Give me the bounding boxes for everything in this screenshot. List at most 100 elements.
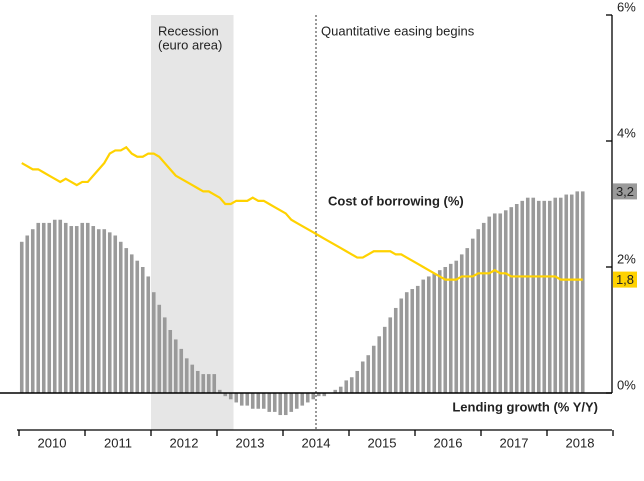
bar [465, 248, 470, 393]
bar [426, 276, 431, 393]
bar [74, 226, 79, 393]
x-tick-label: 2012 [170, 435, 199, 450]
bar [228, 393, 233, 400]
bar [580, 191, 585, 393]
line [21, 145, 583, 281]
bar [239, 393, 244, 406]
bar [300, 393, 305, 406]
y-tick-label: 0% [617, 377, 636, 392]
bar [151, 292, 156, 393]
value-label: 1,8 [616, 272, 634, 287]
x-tick-label: 2018 [566, 435, 595, 450]
bar [558, 197, 563, 393]
recession-label: (euro area) [158, 37, 222, 52]
series-label: Lending growth (% Y/Y) [452, 399, 598, 414]
bar [52, 219, 57, 393]
x-tick-label: 2014 [302, 435, 331, 450]
bar [283, 393, 288, 416]
value-label-box [613, 271, 637, 288]
bar [333, 389, 338, 393]
bar [294, 393, 299, 409]
qe-label: Quantitative easing begins [321, 23, 475, 38]
bar [206, 374, 211, 393]
bar [69, 226, 74, 393]
bar [371, 345, 376, 393]
bar [19, 241, 24, 393]
series-label: Cost of borrowing (%) [328, 193, 464, 208]
bar [569, 194, 574, 393]
recession-label: Recession [158, 23, 219, 38]
bar [316, 393, 321, 397]
bar [135, 260, 140, 393]
bar [190, 364, 195, 393]
bar [344, 380, 349, 393]
bar [36, 222, 41, 393]
bar [437, 270, 442, 393]
bar [305, 393, 310, 403]
bar [399, 298, 404, 393]
bar [212, 374, 217, 393]
bar [415, 285, 420, 393]
bar [102, 229, 107, 393]
bar [338, 386, 343, 393]
bar [250, 393, 255, 409]
bar [146, 276, 151, 393]
bar [498, 213, 503, 393]
x-tick-label: 2013 [236, 435, 265, 450]
bar [443, 267, 448, 393]
bar [509, 207, 514, 393]
bar [360, 361, 365, 393]
bar [25, 235, 30, 393]
bar [553, 197, 558, 393]
bar [91, 226, 96, 393]
bar [432, 273, 437, 393]
bar [487, 216, 492, 393]
bar [525, 197, 530, 393]
x-tick-label: 2016 [434, 435, 463, 450]
bar [547, 200, 552, 393]
bar [531, 197, 536, 393]
bar [107, 232, 112, 393]
value-label: 3,2 [616, 184, 634, 199]
bar [157, 304, 162, 393]
bar [234, 393, 239, 403]
bar [542, 200, 547, 393]
bar [63, 222, 68, 393]
bar [366, 355, 371, 393]
bar [245, 393, 250, 406]
bar [481, 222, 486, 393]
bar [503, 210, 508, 393]
bar [30, 229, 35, 393]
x-tick-label: 2011 [104, 435, 132, 450]
bar [289, 393, 294, 412]
x-tick-label: 2010 [38, 435, 67, 450]
bar [217, 389, 222, 393]
bar [448, 263, 453, 393]
bar [256, 393, 261, 409]
bar [201, 374, 206, 393]
bar [575, 191, 580, 393]
bar [355, 370, 360, 393]
x-tick-label: 2015 [368, 435, 397, 450]
y-tick-label: 4% [617, 125, 636, 140]
x-tick-label: 2017 [500, 435, 529, 450]
bar [96, 229, 101, 393]
bar [184, 358, 189, 393]
bar [41, 222, 46, 393]
bar [421, 279, 426, 393]
y-tick-label: 2% [617, 251, 636, 266]
value-label-box [613, 183, 637, 200]
bar [410, 289, 415, 393]
bar [168, 330, 173, 393]
bar [520, 200, 525, 393]
bar [454, 260, 459, 393]
bar [492, 213, 497, 393]
bar [349, 377, 354, 393]
bar [173, 339, 178, 393]
bar [564, 194, 569, 393]
bar [459, 254, 464, 393]
bar [272, 393, 277, 412]
bar [80, 222, 85, 393]
bar [113, 235, 118, 393]
